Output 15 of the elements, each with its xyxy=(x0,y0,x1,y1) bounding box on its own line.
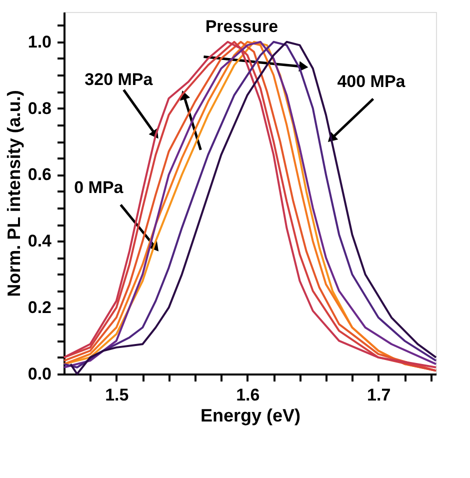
y-tick-label: 0.0 xyxy=(28,364,52,384)
x-tick-label: 1.6 xyxy=(236,386,260,404)
annotation: 400 MPa xyxy=(337,72,406,91)
x-axis-title: Energy (eV) xyxy=(200,406,301,426)
annotation: 0 MPa xyxy=(74,178,124,197)
y-tick-label: 0.8 xyxy=(28,98,52,118)
y-tick-label: 0.4 xyxy=(28,232,52,251)
y-axis-title: Norm. PL intensity (a.u.) xyxy=(4,90,24,297)
y-tick-label: 0.6 xyxy=(28,165,52,184)
annotation: Pressure xyxy=(205,16,278,36)
y-tick-label: 1.0 xyxy=(28,32,52,52)
annotation: 320 MPa xyxy=(84,70,154,89)
x-tick-label: 1.5 xyxy=(105,386,129,404)
x-tick-label: 1.7 xyxy=(367,386,391,404)
y-tick-label: 0.2 xyxy=(28,298,52,318)
